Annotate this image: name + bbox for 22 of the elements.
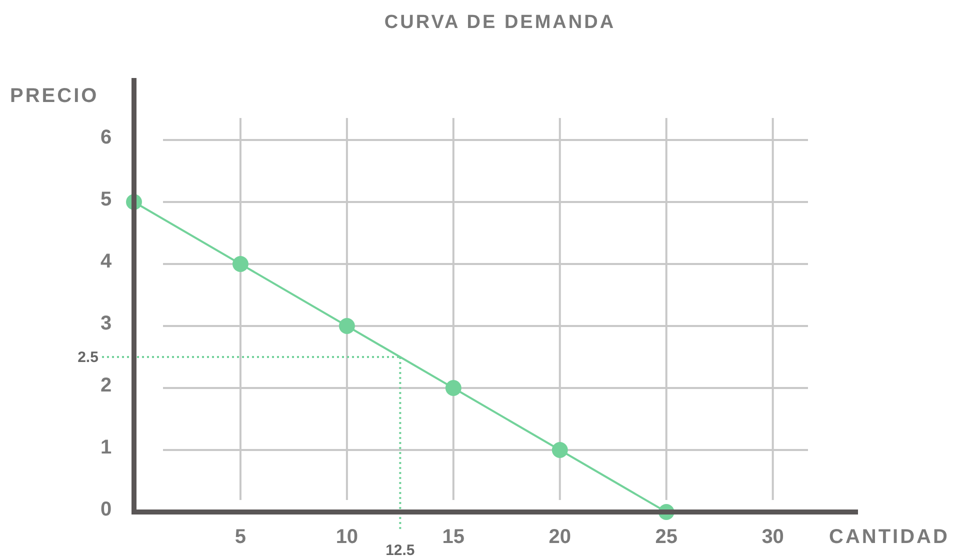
y-tick-label: 0 xyxy=(100,498,112,520)
chart-title: CURVA DE DEMANDA xyxy=(384,12,616,33)
x-tick-label: 5 xyxy=(234,526,246,548)
point xyxy=(445,380,462,396)
x-tick-label: 30 xyxy=(762,526,784,548)
point xyxy=(232,256,248,272)
y-tick-label: 6 xyxy=(100,126,112,148)
x-tick-label: 15 xyxy=(442,526,465,548)
y-tick-label: 3 xyxy=(100,312,112,334)
y-tick-label: 2 xyxy=(100,374,112,396)
x-tick-label: 10 xyxy=(336,526,358,548)
ref-line-label: 2.5 xyxy=(78,349,98,366)
y-tick-label: 4 xyxy=(100,250,112,272)
point xyxy=(338,318,355,334)
y-axis-title: PRECIO xyxy=(10,85,99,107)
point xyxy=(552,442,568,458)
x-tick-label: 20 xyxy=(548,526,572,548)
ref-line-label: 12.5 xyxy=(386,542,415,559)
x-tick-label: 25 xyxy=(655,526,678,548)
y-tick-label: 1 xyxy=(100,436,112,458)
y-tick-label: 5 xyxy=(100,188,112,210)
x-axis-title: CANTIDAD xyxy=(829,526,950,548)
